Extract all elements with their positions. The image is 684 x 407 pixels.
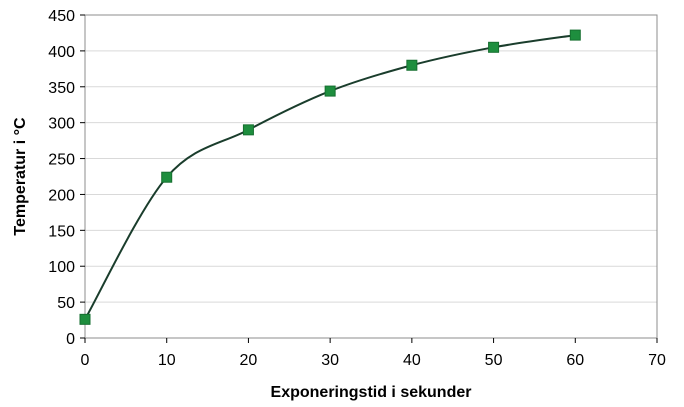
x-tick-label: 40 — [403, 352, 421, 369]
y-axis-ticks: 0 50 100 150 200 250 300 350 400 450 — [48, 8, 85, 348]
series-curve — [84, 34, 576, 320]
plot-area-frame — [84, 14, 658, 339]
series-markers — [79, 29, 581, 325]
x-tick-label: 0 — [81, 352, 90, 369]
x-tick-label: 10 — [158, 352, 176, 369]
grid-lines — [85, 14, 657, 303]
y-axis-title: Temperatur i °C — [12, 117, 29, 236]
y-tick-label: 100 — [48, 259, 75, 276]
x-tick-label: 20 — [240, 352, 258, 369]
y-tick-label: 400 — [48, 44, 75, 61]
data-point-marker — [569, 29, 581, 41]
y-tick-label: 0 — [66, 331, 75, 348]
y-tick-label: 200 — [48, 187, 75, 204]
y-tick-label: 150 — [48, 223, 75, 240]
y-tick-label: 250 — [48, 152, 75, 169]
x-tick-label: 60 — [566, 352, 584, 369]
y-tick-label: 50 — [57, 295, 75, 312]
x-axis-ticks: 0 10 20 30 40 50 60 70 — [81, 338, 666, 369]
data-point-marker — [242, 124, 254, 136]
data-point-marker — [406, 59, 418, 71]
data-point-marker — [324, 85, 336, 97]
data-point-marker — [161, 171, 173, 183]
data-point-marker — [488, 41, 500, 53]
x-tick-label: 70 — [648, 352, 666, 369]
x-tick-label: 30 — [321, 352, 339, 369]
x-axis-title: Exponeringstid i sekunder — [271, 384, 472, 401]
y-tick-label: 300 — [48, 116, 75, 133]
x-tick-label: 50 — [485, 352, 503, 369]
y-tick-label: 350 — [48, 80, 75, 97]
y-tick-label: 450 — [48, 8, 75, 25]
data-point-marker — [79, 313, 91, 325]
